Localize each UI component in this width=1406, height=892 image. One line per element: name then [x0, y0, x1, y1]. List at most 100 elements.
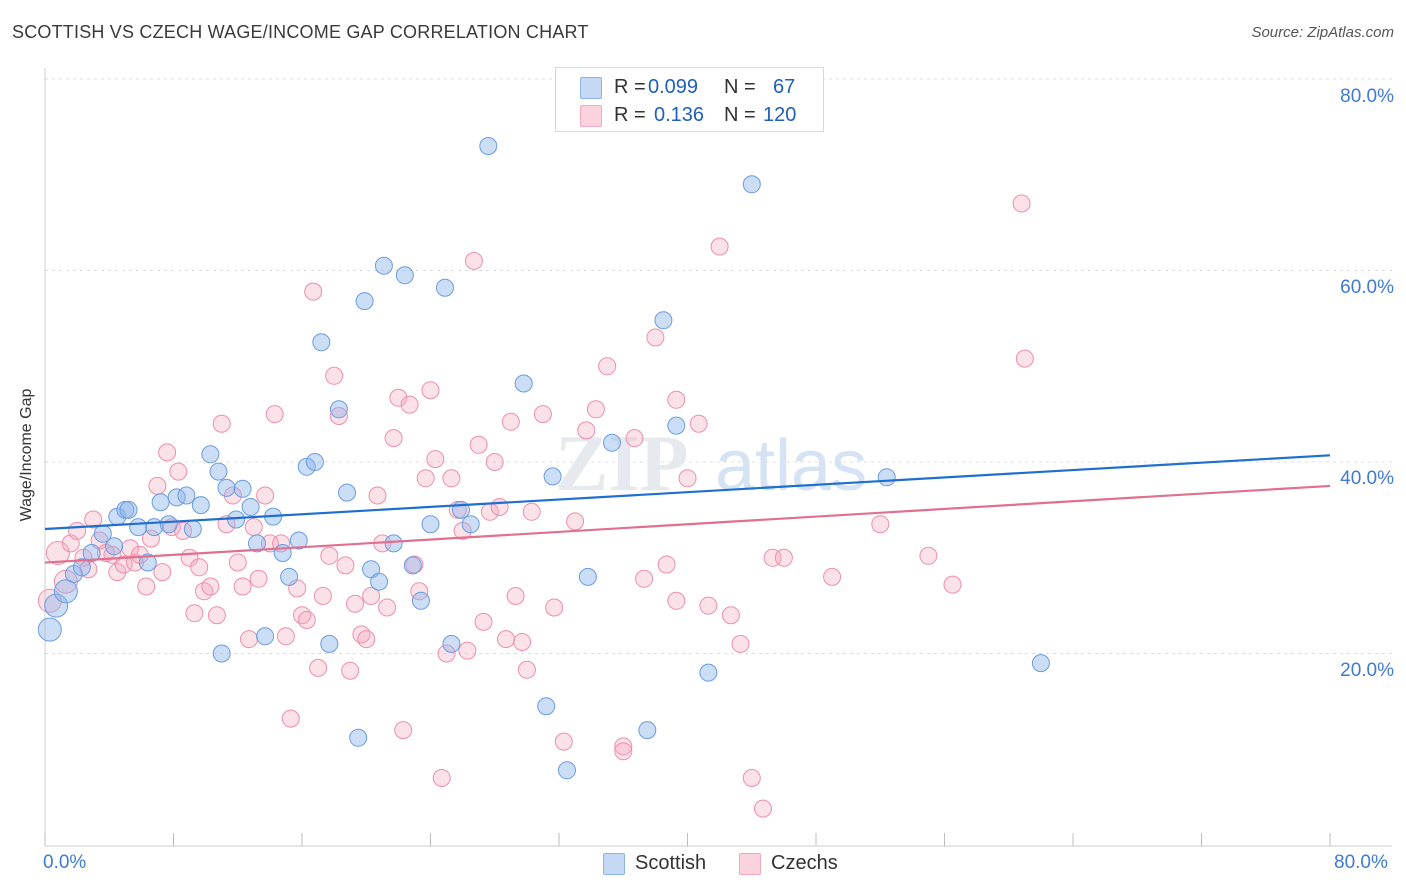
data-point-czechs [320, 546, 339, 565]
legend-n-label: N = [724, 76, 756, 98]
data-point-czechs [276, 627, 295, 646]
data-point-czechs [240, 630, 258, 649]
data-point-scottish [138, 553, 157, 572]
data-point-czechs [265, 405, 284, 424]
data-point-czechs [313, 587, 332, 605]
data-point-czechs [667, 591, 686, 610]
data-point-czechs [148, 476, 167, 495]
data-point-czechs [522, 502, 541, 521]
data-point-czechs [657, 555, 676, 574]
data-point-scottish [877, 468, 896, 487]
data-point-czechs [421, 381, 440, 400]
data-point-czechs [195, 582, 213, 601]
data-point-czechs [625, 429, 644, 448]
data-point-czechs [228, 553, 247, 572]
data-point-czechs [212, 414, 231, 433]
data-point-czechs [501, 412, 520, 431]
data-point-czechs [169, 462, 188, 481]
data-point-scottish [119, 500, 138, 519]
data-point-czechs [497, 630, 515, 649]
data-point-czechs [158, 443, 177, 462]
data-point-czechs [635, 569, 654, 588]
data-point-scottish [37, 617, 62, 642]
data-point-czechs [142, 529, 160, 548]
data-point-czechs [577, 421, 596, 440]
data-point-scottish [241, 498, 260, 516]
data-point-czechs [490, 498, 509, 516]
data-point-scottish [105, 537, 124, 556]
data-point-czechs [400, 395, 419, 414]
x-tick-label: 80.0% [1334, 852, 1388, 873]
data-point-czechs [469, 435, 488, 454]
data-point-scottish [411, 591, 430, 610]
data-point-czechs [233, 577, 252, 596]
data-point-scottish [212, 644, 231, 663]
data-point-czechs [474, 612, 493, 631]
data-point-czechs [566, 512, 585, 531]
data-point-czechs [919, 546, 938, 565]
data-point-czechs [721, 606, 740, 625]
watermark-atlas: atlas [715, 426, 867, 506]
data-point-czechs [249, 569, 268, 588]
data-point-scottish [129, 518, 148, 537]
data-point-scottish [82, 544, 101, 562]
data-point-scottish [1031, 654, 1050, 673]
watermark-zip: ZIP [555, 420, 688, 508]
data-point-czechs [309, 658, 328, 677]
data-point-czechs [362, 587, 381, 605]
data-point-scottish [421, 515, 440, 534]
data-point-czechs [426, 450, 445, 469]
data-point-scottish [654, 311, 673, 330]
data-point-scottish [312, 333, 331, 352]
data-point-czechs [185, 604, 204, 623]
data-point-scottish [395, 266, 414, 285]
data-point-czechs [190, 558, 209, 577]
data-point-czechs [545, 598, 564, 617]
data-point-czechs [410, 582, 429, 601]
data-point-czechs [823, 567, 842, 586]
data-point-scottish [403, 556, 422, 575]
data-point-czechs [710, 237, 729, 256]
data-point-czechs [346, 594, 364, 613]
data-point-czechs [368, 486, 387, 505]
data-point-czechs [256, 486, 275, 505]
y-tick-label: 40.0% [1340, 468, 1394, 489]
data-point-czechs [667, 390, 686, 409]
data-point-scottish [514, 374, 533, 393]
legend-row-scottish: R = 0.099 N = 67 [556, 73, 823, 101]
data-point-scottish [638, 721, 657, 740]
data-point-czechs [464, 251, 483, 270]
data-point-scottish [667, 416, 686, 435]
bottom-legend-swatch-scottish [603, 853, 625, 875]
data-point-czechs [646, 328, 665, 347]
y-tick-label: 60.0% [1340, 277, 1394, 298]
data-point-scottish [177, 486, 196, 505]
data-point-czechs [1015, 349, 1034, 368]
data-point-czechs [678, 469, 697, 488]
data-point-czechs [293, 606, 311, 625]
watermark: ZIP atlas [555, 420, 867, 508]
data-point-czechs [336, 556, 355, 575]
data-point-scottish [370, 572, 389, 591]
legend-swatch-czechs [580, 105, 602, 127]
legend-swatch-scottish [580, 77, 602, 99]
legend-r-label: R = [614, 104, 646, 126]
legend-r-value: 0.099 [648, 76, 699, 98]
data-point-czechs [517, 660, 536, 679]
data-point-scottish [338, 483, 356, 502]
data-point-czechs [614, 737, 633, 756]
data-point-czechs [384, 429, 403, 448]
data-point-czechs [513, 633, 532, 651]
bottom-legend-label-czechs: Czechs [771, 852, 838, 874]
data-point-scottish [209, 462, 228, 481]
data-point-scottish [191, 496, 210, 515]
data-point-czechs [114, 555, 133, 574]
source-label: Source: ZipAtlas.com [1251, 24, 1394, 41]
legend-r-value: 0.136 [654, 104, 705, 126]
data-point-scottish [248, 534, 266, 553]
data-point-czechs [742, 769, 761, 787]
data-point-scottish [201, 445, 220, 464]
data-point-czechs [37, 588, 62, 613]
data-point-czechs [153, 563, 172, 582]
data-point-scottish [578, 567, 597, 586]
